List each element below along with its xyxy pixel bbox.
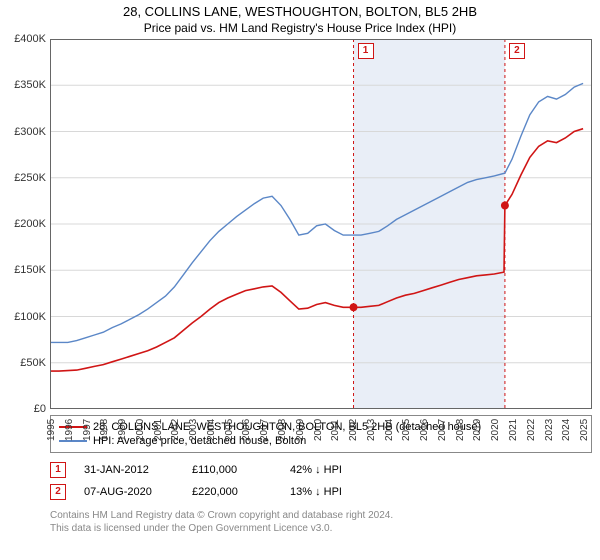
footer-line: Contains HM Land Registry data © Crown c… (50, 509, 592, 522)
y-tick-label: £200K (14, 218, 50, 230)
x-tick-label: 2000 (135, 419, 146, 441)
x-tick-label: 1997 (82, 419, 93, 441)
y-tick-label: £350K (14, 79, 50, 91)
y-tick-label: £300K (14, 126, 50, 138)
x-tick-label: 2004 (206, 419, 217, 441)
chart-plot-area: £0£50K£100K£150K£200K£250K£300K£350K£400… (50, 39, 592, 409)
x-tick-label: 2001 (153, 419, 164, 441)
x-tick-label: 2020 (490, 419, 501, 441)
x-tick-label: 2005 (224, 419, 235, 441)
x-tick-label: 2023 (544, 419, 555, 441)
sale-date: 07-AUG-2020 (84, 486, 174, 498)
x-tick-label: 1998 (99, 419, 110, 441)
sale-price: £110,000 (192, 464, 272, 476)
sale-marker-icon: 1 (50, 462, 66, 478)
x-tick-label: 2007 (259, 419, 270, 441)
x-tick-label: 2024 (561, 419, 572, 441)
figure-title: 28, COLLINS LANE, WESTHOUGHTON, BOLTON, … (0, 0, 600, 19)
x-tick-label: 2009 (295, 419, 306, 441)
footer-attribution: Contains HM Land Registry data © Crown c… (50, 509, 592, 535)
sale-price: £220,000 (192, 486, 272, 498)
y-tick-label: £100K (14, 311, 50, 323)
sales-row: 1 31-JAN-2012 £110,000 42% ↓ HPI (50, 459, 592, 481)
y-tick-label: £50K (20, 357, 50, 369)
chart-sale-marker: 2 (509, 43, 525, 59)
figure: 28, COLLINS LANE, WESTHOUGHTON, BOLTON, … (0, 0, 600, 560)
sales-row: 2 07-AUG-2020 £220,000 13% ↓ HPI (50, 481, 592, 503)
x-tick-label: 2014 (384, 419, 395, 441)
y-tick-label: £150K (14, 264, 50, 276)
footer-line: This data is licensed under the Open Gov… (50, 522, 592, 535)
x-tick-label: 2012 (348, 419, 359, 441)
x-tick-label: 2013 (366, 419, 377, 441)
y-tick-label: £250K (14, 172, 50, 184)
x-tick-label: 1999 (117, 419, 128, 441)
x-tick-label: 1996 (64, 419, 75, 441)
x-tick-label: 2019 (472, 419, 483, 441)
x-tick-label: 2010 (313, 419, 324, 441)
y-tick-label: £0 (34, 403, 50, 415)
x-tick-label: 2025 (579, 419, 590, 441)
x-tick-label: 2008 (277, 419, 288, 441)
x-tick-label: 2016 (419, 419, 430, 441)
sale-pct-vs-hpi: 13% ↓ HPI (290, 486, 350, 498)
sale-date: 31-JAN-2012 (84, 464, 174, 476)
y-tick-label: £400K (14, 33, 50, 45)
x-tick-label: 2015 (401, 419, 412, 441)
sale-pct-vs-hpi: 42% ↓ HPI (290, 464, 350, 476)
chart-sale-marker: 1 (358, 43, 374, 59)
x-tick-label: 2011 (330, 419, 341, 441)
x-tick-label: 2017 (437, 419, 448, 441)
sales-table: 1 31-JAN-2012 £110,000 42% ↓ HPI 2 07-AU… (50, 459, 592, 503)
x-tick-label: 2022 (526, 419, 537, 441)
x-tick-label: 2006 (241, 419, 252, 441)
sale-marker-icon: 2 (50, 484, 66, 500)
x-tick-label: 2021 (508, 419, 519, 441)
x-tick-label: 1995 (46, 419, 57, 441)
x-tick-label: 2018 (455, 419, 466, 441)
x-tick-label: 2003 (188, 419, 199, 441)
x-tick-label: 2002 (170, 419, 181, 441)
figure-subtitle: Price paid vs. HM Land Registry's House … (0, 19, 600, 39)
